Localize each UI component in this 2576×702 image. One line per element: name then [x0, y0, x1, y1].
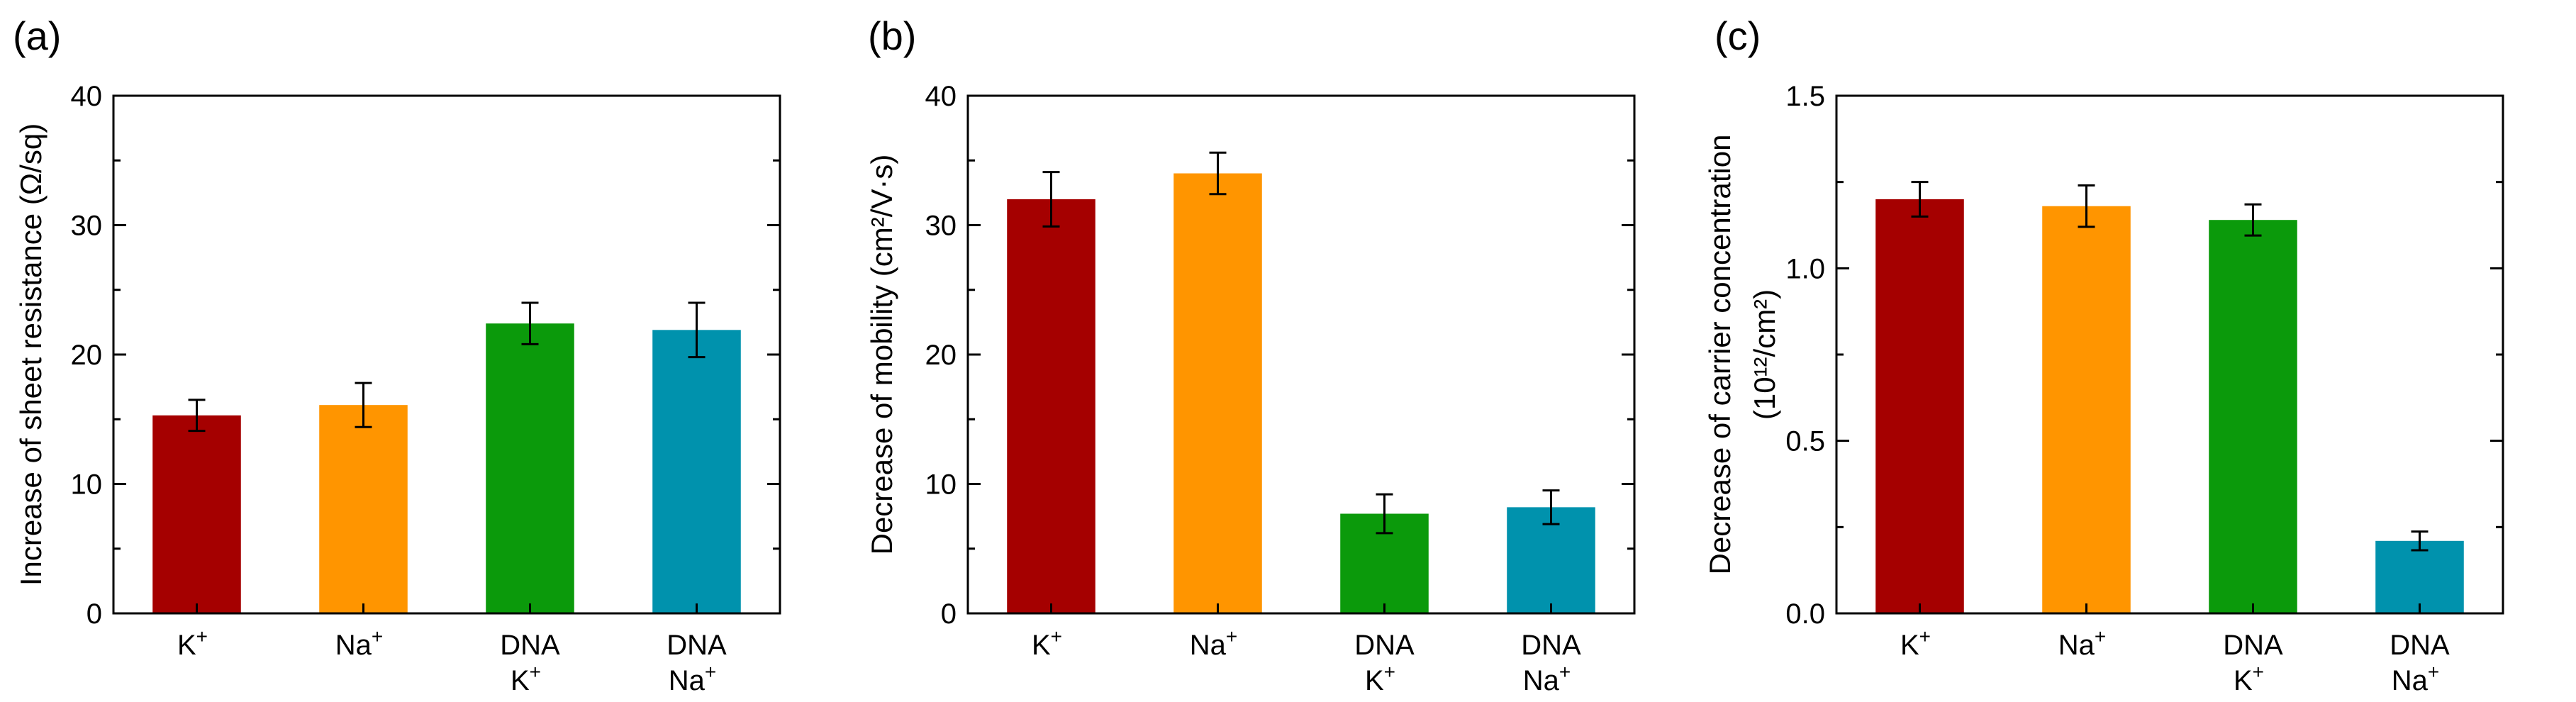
x-tick-label-line2: K+	[1365, 661, 1395, 696]
x-tick-label: K+	[1032, 625, 1062, 661]
x-tick-label: DNA	[1354, 630, 1415, 661]
bar	[486, 323, 574, 613]
y-tick-label: 40	[925, 81, 957, 112]
x-tick-label: DNA	[1521, 630, 1581, 661]
x-tick-label: K+	[1900, 625, 1931, 661]
y-tick-label: 0	[87, 598, 102, 630]
panel-letter: (c)	[1714, 13, 1761, 58]
y-tick-label: 10	[71, 469, 103, 501]
plot-frame	[1835, 94, 2504, 615]
y-axis-title-line2: (10¹²/cm²)	[1748, 289, 1781, 420]
x-tick-label: DNA	[2223, 630, 2283, 661]
x-tick-label: Na+	[1190, 625, 1238, 661]
y-axis-title: Decrease of carrier concentration	[1703, 135, 1736, 575]
y-tick-label: 0	[941, 598, 957, 630]
panel-letter: (a)	[13, 13, 61, 58]
bar	[319, 405, 408, 613]
y-tick-label: 30	[925, 211, 957, 242]
x-tick-label: Na+	[2058, 625, 2107, 661]
y-tick-label: 20	[71, 340, 103, 371]
x-tick-label: DNA	[500, 630, 560, 661]
x-tick-label-line2: K+	[2234, 661, 2264, 696]
y-axis-title: Increase of sheet resistance (Ω/sq)	[14, 123, 48, 586]
x-tick-label: Na+	[335, 625, 384, 661]
y-tick-label: 1.5	[1785, 81, 1825, 112]
bar	[2209, 220, 2297, 613]
y-axis-title: Decrease of mobility (cm²/V·s)	[865, 155, 898, 555]
x-tick-label-line2: K+	[511, 661, 541, 696]
y-tick-label: 0.0	[1785, 598, 1825, 630]
y-tick-label: 1.0	[1785, 253, 1825, 284]
x-tick-label-line2: Na+	[669, 661, 717, 696]
y-tick-label: 20	[925, 340, 957, 371]
x-tick-label-line2: Na+	[2392, 661, 2440, 696]
y-tick-label: 30	[71, 211, 103, 242]
panel-c: (c)K+ Na+ DNAK+DNANa+0.00.51.01.5Decrease …	[1703, 13, 2504, 696]
bar	[652, 330, 741, 613]
y-tick-label: 40	[71, 81, 103, 112]
y-tick-label: 0.5	[1785, 426, 1825, 457]
panel-letter: (b)	[868, 13, 916, 58]
bar	[1875, 199, 1964, 613]
y-tick-label: 10	[925, 469, 957, 501]
plot-frame	[112, 94, 781, 615]
bar	[1007, 199, 1095, 613]
x-tick-label: K+	[177, 625, 208, 661]
plot-frame	[966, 94, 1636, 615]
bar	[2042, 206, 2131, 613]
x-tick-label: DNA	[667, 630, 727, 661]
x-tick-label-line2: Na+	[1523, 661, 1571, 696]
x-tick-label: DNA	[2390, 630, 2450, 661]
bar	[2375, 540, 2464, 613]
bar	[1173, 173, 1262, 613]
bar	[152, 415, 241, 613]
